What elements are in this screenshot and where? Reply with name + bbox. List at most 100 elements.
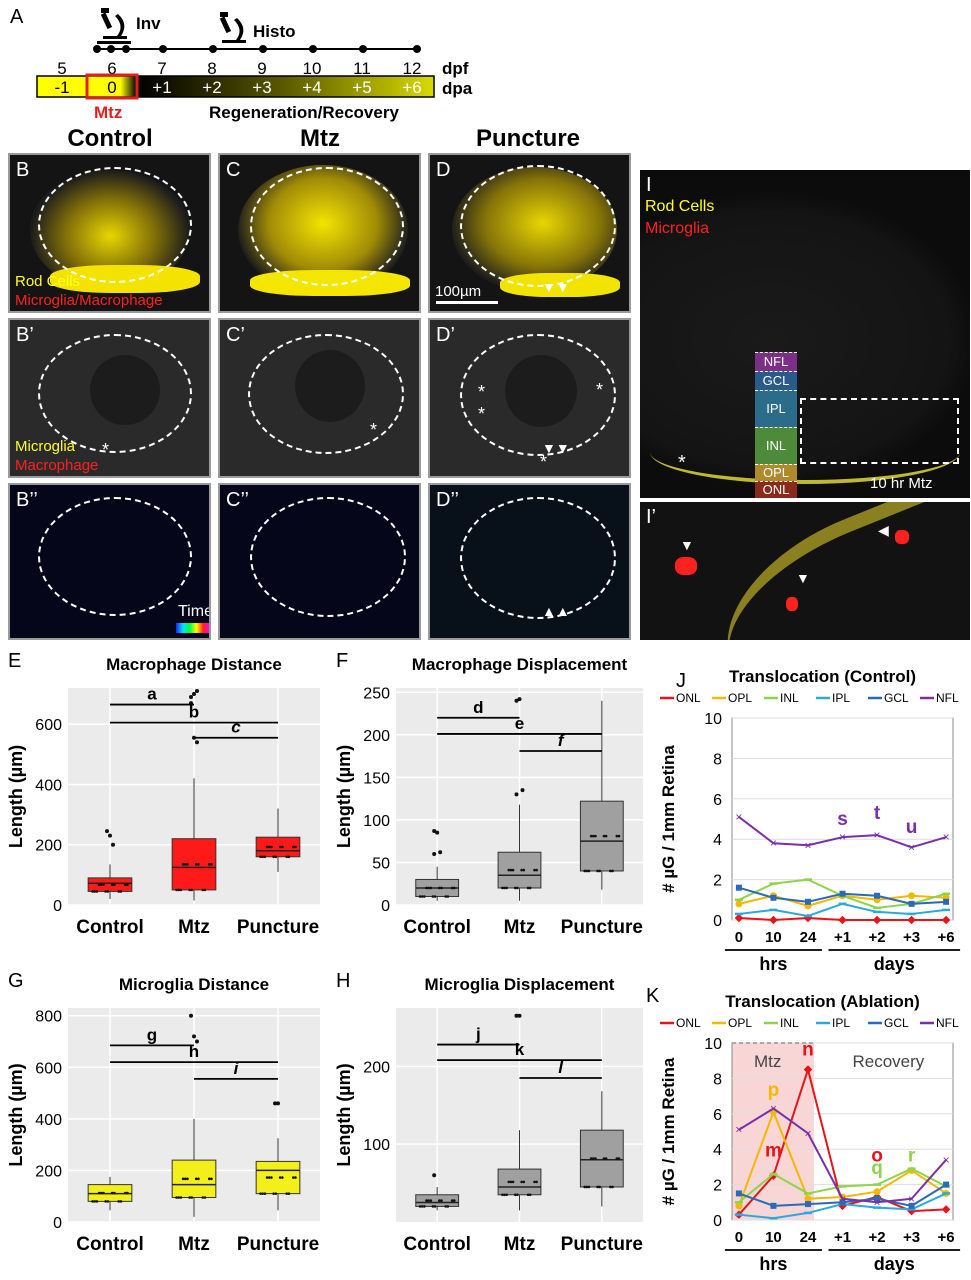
data-point: [123, 1191, 127, 1195]
significance-label: i: [234, 1059, 240, 1078]
outlier-point: [189, 1013, 193, 1018]
y-tick-label: 200: [35, 1163, 62, 1180]
dpf-value: 12: [403, 59, 422, 78]
image-panel-c-double-prime: C’’: [218, 483, 421, 640]
data-point: [587, 1185, 591, 1189]
data-point: [201, 1196, 205, 1199]
y-tick-label: 150: [363, 770, 390, 787]
data-point: [263, 855, 267, 859]
significance-label: r: [908, 1146, 916, 1167]
data-point: [596, 869, 599, 873]
data-point: [99, 1191, 103, 1195]
data-point: [104, 890, 107, 893]
time-label: Time: [178, 603, 211, 620]
dpa-value: +3: [252, 78, 271, 97]
macrophage-label: Macrophage: [15, 457, 99, 474]
y-tick-label: 4: [713, 832, 722, 849]
data-point: [91, 890, 94, 893]
x-group-label: hrs: [759, 1254, 787, 1274]
chart-microglia-displacement: Microglia Displacement 100 200 Length (µm) C…: [334, 975, 643, 1255]
significance-label: a: [147, 685, 157, 704]
dpf-value: 9: [257, 59, 266, 78]
data-point: [433, 895, 437, 898]
data-point: [113, 883, 116, 886]
data-point: [175, 1196, 178, 1199]
data-point: [513, 886, 517, 890]
data-point: [516, 886, 519, 890]
arrowhead-marker: ◀: [878, 522, 889, 538]
data-point: [450, 886, 454, 890]
layer-label-ipl: IPL: [755, 390, 797, 427]
outlier-point: [517, 697, 522, 702]
data-point-nfl: ×: [908, 1192, 915, 1206]
panel-label-d: D: [436, 159, 451, 181]
layer-label-inl: INL: [755, 427, 797, 464]
x-tick-label: +2: [868, 1229, 885, 1246]
data-point: [596, 1185, 599, 1189]
data-point: [585, 1185, 589, 1189]
layer-label-onl: ONL: [755, 481, 797, 498]
data-point: [119, 1200, 123, 1203]
asterisk-marker: *: [596, 380, 604, 400]
data-point-gcl: [908, 900, 915, 907]
data-point: [190, 1196, 194, 1199]
panel-label-i-prime: I’: [646, 506, 656, 528]
significance-label: t: [874, 803, 881, 824]
data-point: [102, 1191, 105, 1195]
data-point: [210, 863, 213, 866]
data-point-nfl: ×: [770, 1101, 777, 1115]
significance-label: k: [515, 1040, 525, 1059]
data-point-opl: [804, 1195, 812, 1203]
x-tick-label: +6: [938, 1229, 955, 1246]
data-point: [175, 888, 178, 892]
data-point: [594, 834, 597, 838]
asterisk-marker: *: [678, 452, 686, 474]
x-tick-label: 24: [800, 929, 817, 946]
data-point: [117, 890, 121, 893]
data-point: [106, 1200, 110, 1203]
chart-title: Macrophage Distance: [106, 655, 282, 674]
data-point-opl: [735, 900, 743, 908]
data-point-nfl: ×: [804, 838, 811, 852]
data-point: [433, 1205, 437, 1208]
data-point: [444, 895, 448, 898]
significance-label: f: [558, 731, 566, 750]
y-axis-label: # µG / 1mm Retina: [659, 745, 678, 893]
data-point: [591, 1157, 595, 1160]
data-point: [418, 895, 422, 898]
data-point-onl: [941, 1205, 951, 1214]
data-point: [188, 888, 191, 892]
data-point: [93, 1200, 97, 1203]
data-point: [522, 868, 526, 872]
layer-label-opl: OPL: [755, 464, 797, 481]
y-tick-label: 8: [713, 751, 722, 768]
microglia-cell: [675, 557, 697, 575]
inset-region-box: [800, 398, 959, 464]
data-point-nfl: ×: [874, 828, 881, 842]
x-tick-label: 10: [765, 929, 782, 946]
data-point: [287, 855, 291, 859]
data-point: [99, 883, 103, 886]
data-point: [186, 863, 189, 866]
data-point: [511, 1180, 515, 1184]
data-point: [589, 1157, 593, 1160]
legend-label: NFL: [936, 691, 959, 705]
legend-label: OPL: [728, 691, 752, 705]
dpa-value: +1: [152, 78, 171, 97]
data-point-onl: [907, 915, 916, 925]
data-point: [501, 1193, 504, 1197]
dpa-label: dpa: [442, 79, 473, 98]
data-point: [602, 834, 606, 838]
asterisk-marker: *: [102, 440, 110, 460]
chart-title: Translocation (Control): [729, 667, 916, 686]
data-point: [431, 895, 435, 898]
data-point: [278, 1176, 282, 1179]
data-point: [285, 1192, 289, 1195]
data-point: [444, 1205, 448, 1208]
asterisk-marker: *: [478, 382, 486, 402]
panel-label-j: J: [676, 670, 686, 692]
data-point: [194, 1177, 198, 1181]
panel-label-d-double-prime: D’’: [436, 489, 459, 511]
data-point-onl: [941, 915, 951, 925]
box: [87, 877, 133, 892]
